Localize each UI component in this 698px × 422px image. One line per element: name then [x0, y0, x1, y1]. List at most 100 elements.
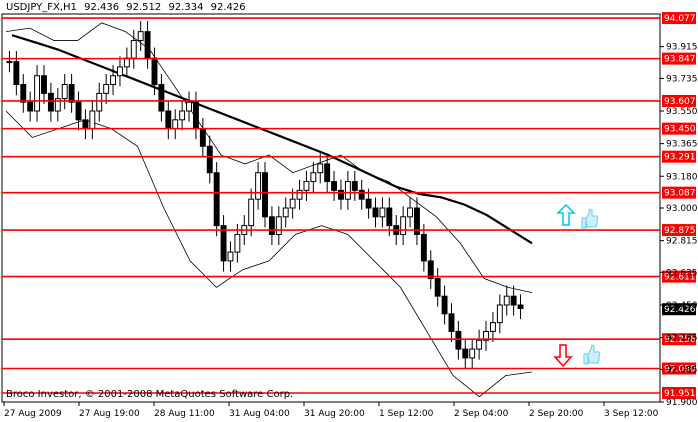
candle-body	[179, 110, 186, 121]
level-label-box	[662, 362, 696, 375]
candle-body	[441, 295, 448, 315]
candle-body	[165, 110, 172, 130]
level-label-box	[662, 224, 696, 237]
candle-body	[476, 339, 483, 350]
candle-body	[448, 313, 455, 332]
candle-body	[103, 84, 110, 94]
candle-body	[268, 216, 275, 235]
candle-body	[400, 216, 407, 235]
candle-body	[338, 189, 344, 200]
candle-body	[351, 181, 358, 191]
candle-body	[310, 172, 317, 183]
open-value: 92.436	[84, 2, 120, 13]
candle-body	[234, 233, 241, 253]
y-tick-label: 92.450	[666, 301, 698, 311]
candle-body	[20, 84, 27, 103]
candle-body	[517, 304, 524, 310]
x-tick-label: 3 Sep 12:00	[604, 409, 659, 419]
candle-body	[379, 207, 386, 218]
candle-body	[344, 181, 351, 200]
candle-body	[386, 207, 393, 227]
bollinger-bands	[5, 22, 533, 398]
candle-body	[27, 101, 34, 112]
candle-body	[54, 98, 61, 112]
candle-body	[303, 181, 310, 191]
candle-body	[158, 84, 165, 112]
candle-body	[206, 145, 213, 174]
candle-body	[317, 163, 324, 174]
candle-body	[6, 61, 13, 64]
copyright-text: Broco Investor, © 2001-2008 MetaQuotes S…	[6, 389, 294, 400]
candle-body	[41, 75, 47, 94]
candle-body	[282, 207, 289, 218]
y-tick-label: 93.550	[666, 107, 698, 117]
y-tick-label: 93.000	[666, 204, 698, 214]
candle-body	[75, 101, 82, 121]
candle-body	[483, 330, 489, 341]
candle-body	[227, 251, 234, 262]
y-tick-label: 92.815	[666, 237, 698, 247]
candle-body	[68, 84, 75, 103]
lower-band-line	[5, 110, 533, 398]
candle-body	[192, 101, 199, 130]
level-label-box	[662, 333, 696, 346]
upper-band-line	[5, 22, 533, 294]
candle-body	[137, 31, 144, 41]
price-axis: 93.915 93.735 93.550 93.365 93.180 93.000 92.8…	[660, 43, 698, 408]
candle-body	[469, 348, 476, 359]
candle-body	[248, 198, 255, 227]
y-tick-label: 92.085	[666, 365, 698, 375]
x-tick-label: 27 Aug 2009	[4, 409, 62, 419]
candle-body	[172, 119, 179, 130]
level-label-box	[662, 52, 696, 65]
candle-body	[434, 278, 441, 297]
candle-body	[89, 110, 96, 130]
high-value: 92.512	[126, 2, 162, 13]
support-resistance-levels: 94.077 93.847 93.607 93.450 93.291 93.087 92.8…	[2, 12, 696, 400]
candle-body	[275, 216, 282, 235]
candle-body	[186, 101, 192, 112]
arrow-down-icon	[553, 344, 573, 368]
candle-body	[358, 189, 365, 200]
thumbs-up-icon	[581, 208, 599, 229]
candle-body	[117, 66, 123, 77]
level-label: 93.847	[664, 55, 696, 65]
candle-body	[130, 39, 137, 59]
x-tick-label: 2 Sep 20:00	[529, 409, 584, 419]
y-tick-label: 93.735	[666, 74, 698, 84]
level-label-box	[662, 150, 696, 163]
current-price-label: 92.426	[664, 305, 696, 315]
level-label-box	[662, 270, 696, 283]
level-label-box	[662, 387, 696, 400]
y-tick-label: 92.265	[666, 334, 698, 344]
x-tick-label: 28 Aug 11:00	[154, 409, 215, 419]
level-label: 94.077	[664, 14, 696, 24]
thumbs-up-icon	[583, 344, 601, 365]
y-tick-label: 93.180	[666, 172, 698, 182]
candle-body	[331, 181, 338, 191]
y-tick-label: 93.365	[666, 140, 698, 150]
candle-body	[420, 233, 427, 262]
level-label: 93.291	[664, 153, 696, 163]
y-tick-label: 91.900	[666, 398, 698, 408]
candle-body	[365, 198, 372, 209]
candle-body	[462, 348, 469, 359]
candle-body	[82, 119, 89, 130]
candle-body	[199, 128, 206, 147]
candle-body	[255, 172, 262, 200]
candle-body	[496, 304, 503, 324]
level-label-box	[662, 186, 696, 199]
candle-body	[372, 207, 379, 218]
chart-header: USDJPY_FX,H1 92.436 92.512 92.334 92.426	[6, 2, 250, 13]
candle-body	[110, 75, 117, 86]
candle-body	[13, 61, 20, 86]
candle-body	[96, 92, 103, 112]
level-label: 92.875	[664, 226, 696, 236]
candle-body	[220, 225, 227, 262]
symbol-label: USDJPY_FX,H1	[6, 2, 77, 13]
level-label-box	[662, 94, 696, 107]
level-label: 93.087	[664, 189, 696, 199]
candle-body	[47, 92, 54, 112]
candle-body	[61, 84, 68, 100]
